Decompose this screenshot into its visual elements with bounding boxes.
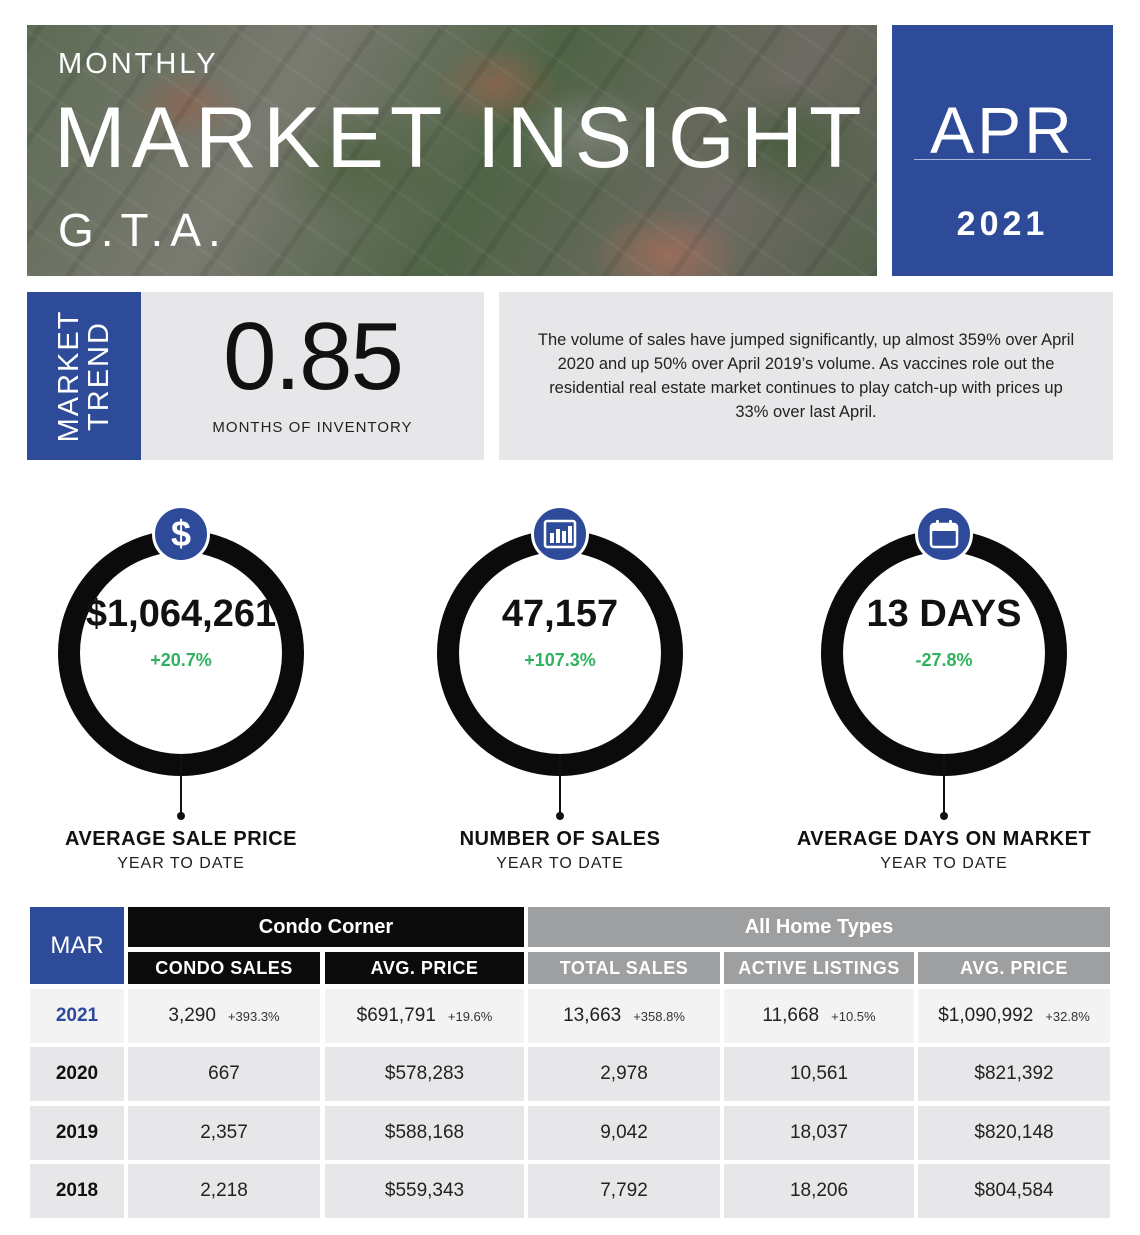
cell-condo-sales: 3,290 +393.3% <box>128 989 320 1043</box>
stat-average-days-on-market: 13 DAYS -27.8% AVERAGE DAYS ON MARKET YE… <box>794 505 1094 885</box>
market-trend-line1: MARKET <box>53 309 85 443</box>
date-divider <box>914 159 1091 160</box>
column-header-active-listings: ACTIVE LISTINGS <box>724 952 914 984</box>
stat-change: +20.7% <box>150 650 212 670</box>
cell-value: 13,663 <box>563 1005 622 1026</box>
column-header-condo-sales: CONDO SALES <box>128 952 320 984</box>
cell-value: $691,791 <box>356 1005 436 1026</box>
table-row: 2018 2,218 $559,343 7,792 18,206 $804,58… <box>30 1164 1110 1218</box>
trend-summary-panel: The volume of sales have jumped signific… <box>499 292 1113 460</box>
row-year: 2019 <box>30 1106 124 1160</box>
table-row: 2019 2,357 $588,168 9,042 18,037 $820,14… <box>30 1106 1110 1160</box>
cell-condo-avg-price: $578,283 <box>325 1047 524 1101</box>
table-row: 2021 3,290 +393.3% $691,791 +19.6% 13,663 +… <box>30 989 1110 1043</box>
group-header-condo-corner: Condo Corner <box>128 907 524 947</box>
market-trend-line2: TREND <box>83 321 115 431</box>
cell-condo-avg-price: $559,343 <box>325 1164 524 1218</box>
cell-condo-avg-price: $691,791 +19.6% <box>325 989 524 1043</box>
table-row: 2020 667 $578,283 2,978 10,561 $821,392 <box>30 1047 1110 1101</box>
cell-change: +10.5% <box>831 1008 876 1024</box>
cell-value: 3,290 <box>168 1005 216 1026</box>
table-month-label: MAR <box>30 907 124 984</box>
hero-region: G.T.A. <box>58 204 228 256</box>
cell-active-listings: 18,206 <box>724 1164 914 1218</box>
inventory-panel: 0.85 MONTHS OF INVENTORY <box>141 292 484 460</box>
group-header-all-home-types: All Home Types <box>528 907 1110 947</box>
stat-value: $1,064,261 <box>85 593 277 635</box>
cell-change: +32.8% <box>1045 1008 1090 1024</box>
page-title: MARKET INSIGHT <box>54 90 868 186</box>
stat-sublabel: YEAR TO DATE <box>496 855 624 872</box>
cell-change: +393.3% <box>227 1008 280 1024</box>
cell-change: +358.8% <box>633 1008 685 1024</box>
cell-total-sales: 13,663 +358.8% <box>528 989 720 1043</box>
date-year: 2021 <box>956 205 1049 243</box>
cell-active-listings: 11,668 +10.5% <box>724 989 914 1043</box>
stat-change: +107.3% <box>524 650 596 670</box>
cell-condo-sales: 2,357 <box>128 1106 320 1160</box>
hero-kicker: MONTHLY <box>58 48 219 80</box>
stat-sublabel: YEAR TO DATE <box>880 855 1008 872</box>
cell-value: 11,668 <box>762 1005 820 1026</box>
row-year: 2021 <box>30 989 124 1043</box>
column-header-all-avg-price: AVG. PRICE <box>918 952 1110 984</box>
cell-condo-avg-price: $588,168 <box>325 1106 524 1160</box>
cell-total-sales: 7,792 <box>528 1164 720 1218</box>
stat-sublabel: YEAR TO DATE <box>117 855 245 872</box>
stat-connector-dot <box>556 812 564 820</box>
stat-average-sale-price: $ $1,064,261 +20.7% AVERAGE SALE PRICE Y… <box>31 505 331 885</box>
stat-label: NUMBER OF SALES <box>459 828 661 850</box>
date-box: APR 2021 <box>892 25 1113 276</box>
row-year: 2020 <box>30 1047 124 1101</box>
cell-total-sales: 9,042 <box>528 1106 720 1160</box>
market-trend-label: MARKET TREND <box>53 309 115 443</box>
cell-active-listings: 18,037 <box>724 1106 914 1160</box>
stat-connector-dot <box>940 812 948 820</box>
stat-connector-dot <box>177 812 185 820</box>
svg-text:$: $ <box>171 515 191 553</box>
inventory-value: 0.85 <box>223 303 404 410</box>
stat-connector <box>559 755 561 815</box>
cell-all-avg-price: $820,148 <box>918 1106 1110 1160</box>
cell-all-avg-price: $821,392 <box>918 1047 1110 1101</box>
stat-change: -27.8% <box>915 650 973 670</box>
column-header-condo-avg-price: AVG. PRICE <box>325 952 524 984</box>
cell-total-sales: 2,978 <box>528 1047 720 1101</box>
cell-all-avg-price: $1,090,992 +32.8% <box>918 989 1110 1043</box>
stat-label: AVERAGE SALE PRICE <box>65 828 297 850</box>
stat-number-of-sales: 47,157 +107.3% NUMBER OF SALES YEAR TO D… <box>410 505 710 885</box>
market-trend-tab: MARKET TREND <box>27 292 141 460</box>
row-year: 2018 <box>30 1164 124 1218</box>
stat-value: 13 DAYS <box>866 593 1022 635</box>
column-header-total-sales: TOTAL SALES <box>528 952 720 984</box>
dollar-icon: $ <box>152 505 210 563</box>
stat-value: 47,157 <box>501 593 619 635</box>
cell-change: +19.6% <box>447 1008 493 1024</box>
date-month: APR <box>930 93 1075 167</box>
stat-connector <box>943 755 945 815</box>
calendar-icon <box>915 505 973 563</box>
stat-label: AVERAGE DAYS ON MARKET <box>796 828 1092 850</box>
bar-chart-icon <box>531 505 589 563</box>
inventory-caption: MONTHS OF INVENTORY <box>212 419 413 436</box>
cell-active-listings: 10,561 <box>724 1047 914 1101</box>
trend-summary: The volume of sales have jumped signific… <box>537 331 1075 421</box>
hero-banner: MONTHLY MARKET INSIGHT G.T.A. <box>27 25 877 276</box>
cell-condo-sales: 2,218 <box>128 1164 320 1218</box>
stat-connector <box>180 755 182 815</box>
cell-value: $1,090,992 <box>938 1005 1034 1026</box>
cell-all-avg-price: $804,584 <box>918 1164 1110 1218</box>
cell-condo-sales: 667 <box>128 1047 320 1101</box>
